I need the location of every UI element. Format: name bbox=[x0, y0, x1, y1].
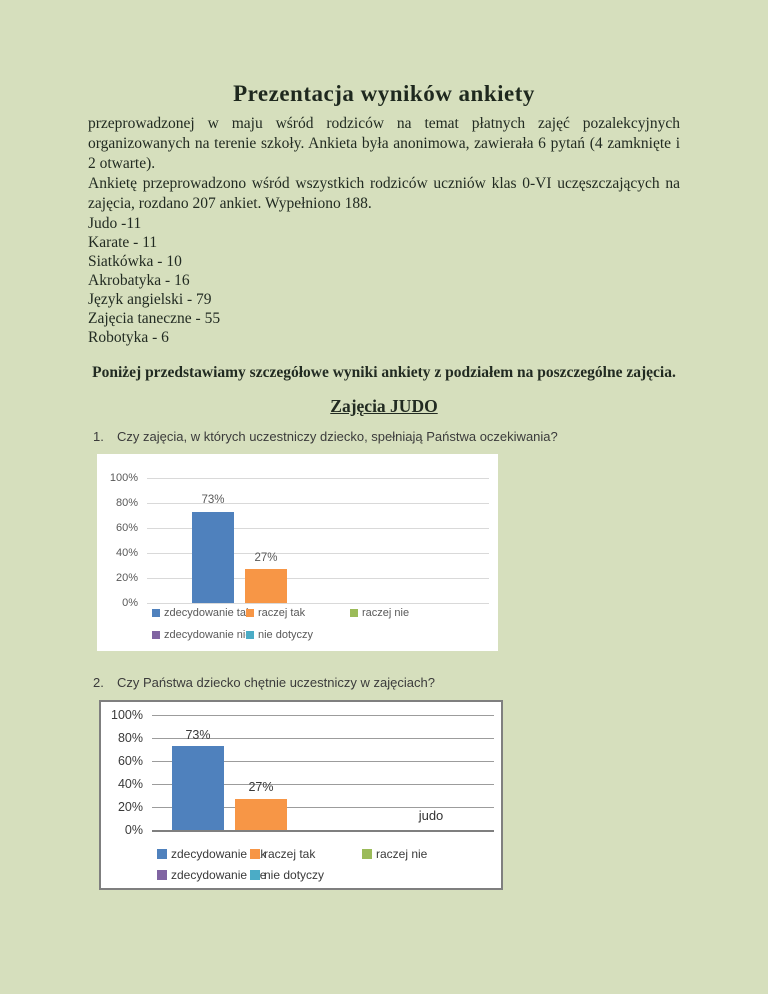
category-axis-label: judo bbox=[418, 808, 444, 823]
legend-label: raczej nie bbox=[376, 847, 428, 861]
bar bbox=[235, 798, 287, 830]
y-axis-label: 80% bbox=[115, 497, 138, 509]
question-2-text: Czy Państwa dziecko chętnie uczestniczy … bbox=[117, 675, 435, 690]
bar-value-label: 73% bbox=[185, 727, 211, 742]
tally-line-angielski: Język angielski - 79 bbox=[88, 291, 212, 308]
legend-swatch-icon bbox=[152, 631, 160, 639]
legend-swatch-icon bbox=[350, 609, 358, 617]
legend-item: raczej nie bbox=[362, 847, 427, 861]
legend-label: nie dotyczy bbox=[264, 868, 325, 882]
y-axis-label: 60% bbox=[117, 754, 143, 768]
legend-item: zdecydowanie nie bbox=[157, 868, 266, 882]
question-1-number: 1. bbox=[93, 429, 104, 444]
gridline bbox=[152, 738, 494, 739]
legend-item: nie dotyczy bbox=[250, 868, 362, 882]
question-1: 1. Czy zajęcia, w których uczestniczy dz… bbox=[88, 429, 680, 445]
legend-label: raczej nie bbox=[362, 607, 410, 619]
tally-line-robotyka: Robotyka - 6 bbox=[88, 329, 169, 346]
intro-paragraph-2: Ankietę przeprowadzono wśród wszystkich … bbox=[88, 175, 680, 212]
y-axis-label: 80% bbox=[117, 731, 143, 745]
legend-swatch-icon bbox=[250, 849, 260, 859]
bar-value-label: 73% bbox=[201, 494, 225, 507]
legend-label: zdecydowanie tak bbox=[171, 847, 267, 861]
legend-label: raczej tak bbox=[258, 607, 306, 619]
gridline bbox=[147, 528, 489, 529]
page-title: Prezentacja wyników ankiety bbox=[233, 81, 535, 106]
legend-swatch-icon bbox=[246, 631, 254, 639]
bar bbox=[245, 569, 287, 603]
bar bbox=[192, 511, 234, 603]
y-axis-label: 0% bbox=[122, 597, 138, 609]
legend-swatch-icon bbox=[250, 870, 260, 880]
legend-label: raczej tak bbox=[264, 847, 316, 861]
gridline bbox=[147, 603, 489, 604]
y-axis-label: 40% bbox=[117, 777, 143, 791]
chart-legend-row: zdecydowanie nie nie dotyczy bbox=[157, 868, 362, 882]
results-intro: Poniżej przedstawiamy szczegółowe wyniki… bbox=[92, 364, 676, 381]
document-content: Prezentacja wyników ankiety przeprowadzo… bbox=[0, 80, 768, 890]
gridline bbox=[152, 830, 494, 832]
question-2-number: 2. bbox=[93, 675, 104, 690]
legend-swatch-icon bbox=[152, 609, 160, 617]
tally-line-karate: Karate - 11 bbox=[88, 234, 158, 251]
legend-label: zdecydowanie nie bbox=[164, 629, 252, 641]
gridline bbox=[152, 715, 494, 716]
legend-label: zdecydowanie tak bbox=[164, 607, 252, 619]
question-2: 2. Czy Państwa dziecko chętnie uczestnic… bbox=[88, 675, 680, 691]
legend-item: raczej tak bbox=[246, 607, 350, 619]
chart-legend-row: zdecydowanie nie nie dotyczy bbox=[152, 628, 350, 642]
tally-line-judo: Judo -11 bbox=[88, 215, 142, 232]
gridline bbox=[147, 478, 489, 479]
bar-value-label: 27% bbox=[248, 780, 274, 795]
chart-legend-row: zdecydowanie tak raczej tak raczej nie bbox=[157, 847, 427, 861]
legend-label: zdecydowanie nie bbox=[171, 868, 267, 882]
y-axis-label: 20% bbox=[117, 800, 143, 814]
gridline bbox=[152, 807, 494, 808]
y-axis-label: 100% bbox=[109, 472, 138, 484]
gridline bbox=[152, 761, 494, 762]
question-1-text: Czy zajęcia, w których uczestniczy dziec… bbox=[117, 429, 558, 444]
gridline bbox=[147, 553, 489, 554]
legend-swatch-icon bbox=[246, 609, 254, 617]
section-heading-judo: Zajęcia JUDO bbox=[330, 396, 438, 416]
legend-item: zdecydowanie tak bbox=[152, 607, 251, 619]
y-axis-label: 0% bbox=[124, 823, 143, 837]
legend-label: nie dotyczy bbox=[258, 629, 314, 641]
chart-q1-expectations: 0% 20% 40% 60% 80% 100% 73% 27% zdecydowanie tak… bbox=[97, 454, 498, 651]
legend-swatch-icon bbox=[157, 849, 167, 859]
bar bbox=[172, 746, 224, 830]
gridline bbox=[147, 578, 489, 579]
y-axis-label: 60% bbox=[115, 522, 138, 534]
legend-item: zdecydowanie tak bbox=[157, 847, 266, 861]
y-axis-label: 20% bbox=[115, 572, 138, 584]
legend-item: raczej nie bbox=[350, 607, 409, 619]
chart-legend-row: zdecydowanie tak raczej tak raczej nie bbox=[152, 606, 409, 620]
legend-swatch-icon bbox=[362, 849, 372, 859]
tally-list: Judo -11 Karate - 11 Siatkówka - 10 Akro… bbox=[88, 214, 680, 347]
y-axis-label: 40% bbox=[115, 547, 138, 559]
chart-q2-participation: 0% 20% 40% 60% 80% 100% 73% 27% judo zdecydowanie… bbox=[99, 700, 503, 890]
tally-line-taneczne: Zajęcia taneczne - 55 bbox=[88, 310, 221, 327]
legend-item: zdecydowanie nie bbox=[152, 629, 251, 641]
y-axis-label: 100% bbox=[111, 708, 143, 722]
legend-swatch-icon bbox=[157, 870, 167, 880]
tally-line-siatkowka: Siatkówka - 10 bbox=[88, 253, 182, 270]
tally-line-akrobatyka: Akrobatyka - 16 bbox=[88, 272, 190, 289]
gridline bbox=[152, 784, 494, 785]
legend-item: raczej tak bbox=[250, 847, 362, 861]
bar-value-label: 27% bbox=[254, 551, 278, 564]
gridline bbox=[147, 503, 489, 504]
legend-item: nie dotyczy bbox=[246, 629, 350, 641]
intro-paragraph-1: przeprowadzonej w maju wśród rodziców na… bbox=[88, 115, 680, 172]
